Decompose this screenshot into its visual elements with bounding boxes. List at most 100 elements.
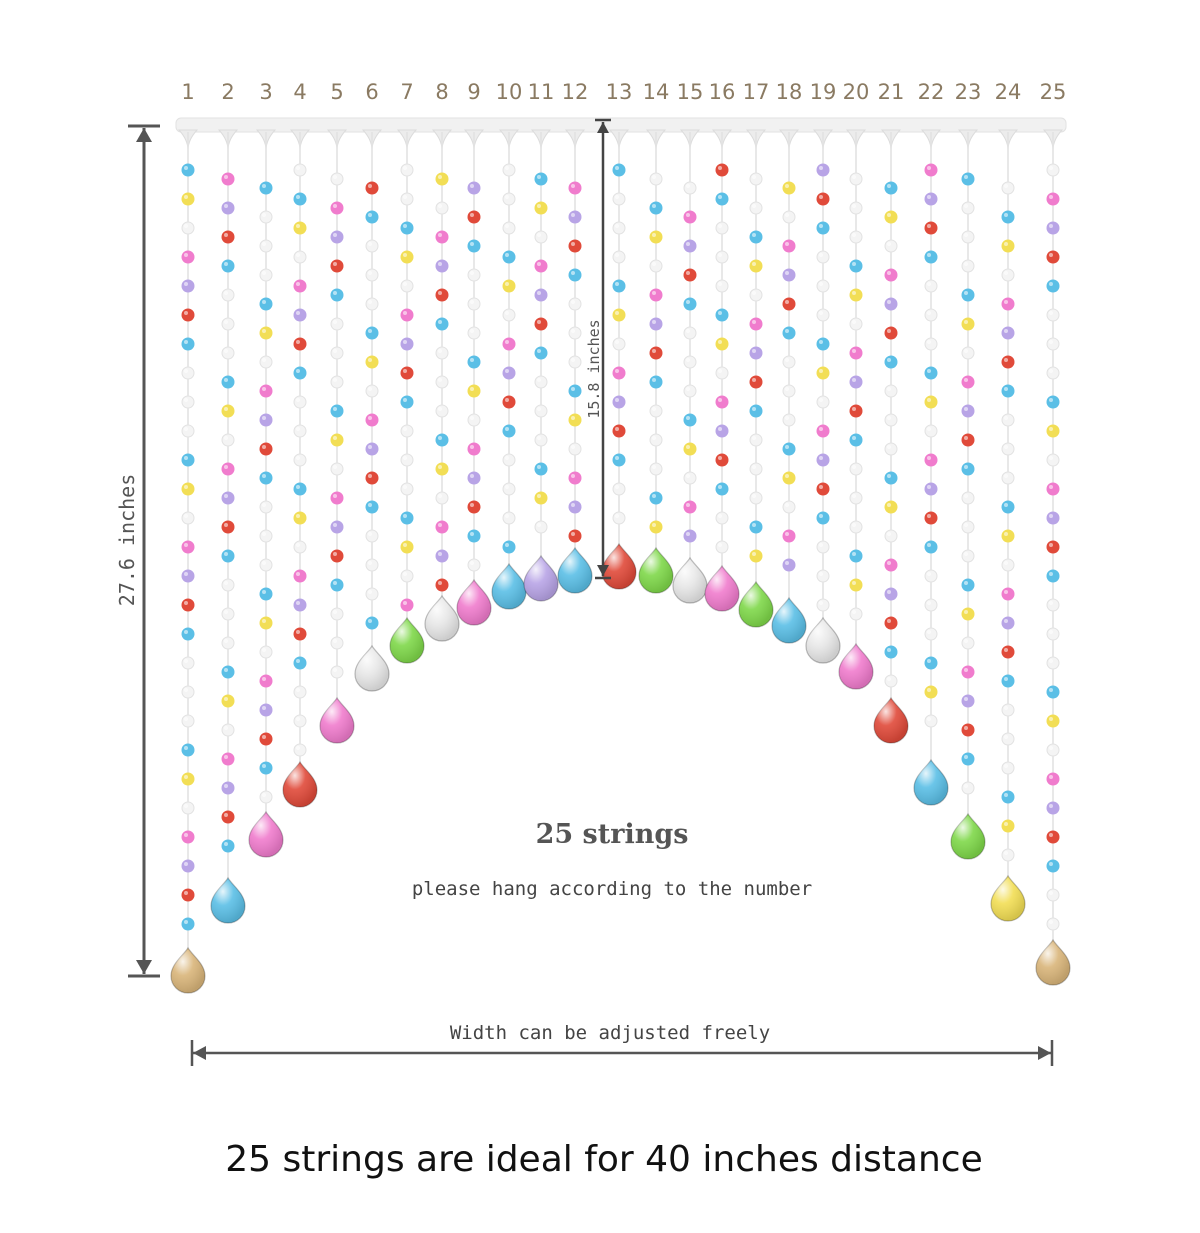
bead bbox=[435, 433, 449, 447]
bead bbox=[400, 482, 414, 496]
bead bbox=[435, 578, 449, 592]
bead bbox=[330, 433, 344, 447]
bead-string-11 bbox=[523, 129, 559, 602]
string-number-row: 1 2 3 4 5 6 7 8 9 10 11 12 13 14 15 16 17 18 19 20 21 22 23 24 2… bbox=[181, 80, 1066, 104]
bead bbox=[330, 172, 344, 186]
bead bbox=[849, 201, 863, 215]
bead bbox=[1046, 540, 1060, 554]
bead bbox=[649, 433, 663, 447]
bead bbox=[924, 598, 938, 612]
bead bbox=[221, 317, 235, 331]
string-number-22: 22 bbox=[918, 80, 945, 104]
bead bbox=[1046, 308, 1060, 322]
bead bbox=[181, 714, 195, 728]
height-label: 27.6 inches bbox=[115, 474, 139, 606]
string-number-23: 23 bbox=[955, 80, 982, 104]
bead bbox=[502, 540, 516, 554]
bead bbox=[683, 181, 697, 195]
bead bbox=[649, 259, 663, 273]
bead bbox=[849, 433, 863, 447]
bead bbox=[221, 259, 235, 273]
bead bbox=[330, 288, 344, 302]
bead bbox=[259, 703, 273, 717]
bead bbox=[649, 230, 663, 244]
bead bbox=[293, 424, 307, 438]
bead bbox=[467, 268, 481, 282]
bead bbox=[749, 491, 763, 505]
bead bbox=[568, 442, 582, 456]
bead bbox=[502, 366, 516, 380]
string-number-16: 16 bbox=[709, 80, 736, 104]
string-number-17: 17 bbox=[743, 80, 770, 104]
bead bbox=[961, 346, 975, 360]
bead bbox=[1001, 761, 1015, 775]
bead bbox=[534, 172, 548, 186]
bead bbox=[816, 395, 830, 409]
bead-string-14 bbox=[638, 129, 674, 594]
bead bbox=[534, 404, 548, 418]
bead bbox=[467, 442, 481, 456]
bead bbox=[568, 210, 582, 224]
bead bbox=[961, 259, 975, 273]
bead bbox=[816, 337, 830, 351]
bead bbox=[649, 404, 663, 418]
bead bbox=[365, 355, 379, 369]
bead bbox=[961, 404, 975, 418]
bead bbox=[330, 404, 344, 418]
bead bbox=[568, 471, 582, 485]
bead bbox=[649, 288, 663, 302]
bead bbox=[1046, 656, 1060, 670]
bead bbox=[961, 462, 975, 476]
bead bbox=[181, 772, 195, 786]
bead bbox=[259, 268, 273, 282]
bead bbox=[849, 317, 863, 331]
bead bbox=[293, 685, 307, 699]
bead bbox=[181, 424, 195, 438]
bead bbox=[961, 433, 975, 447]
bead bbox=[884, 181, 898, 195]
bead bbox=[1001, 819, 1015, 833]
bead bbox=[715, 366, 729, 380]
bead bbox=[782, 181, 796, 195]
bead bbox=[1046, 743, 1060, 757]
bead bbox=[849, 172, 863, 186]
bead bbox=[502, 424, 516, 438]
bead bbox=[924, 308, 938, 322]
bead bbox=[568, 529, 582, 543]
bead bbox=[365, 326, 379, 340]
string-number-6: 6 bbox=[365, 80, 378, 104]
bead bbox=[612, 453, 626, 467]
bead bbox=[293, 482, 307, 496]
bead bbox=[1001, 239, 1015, 253]
bead bbox=[365, 413, 379, 427]
bead bbox=[649, 201, 663, 215]
bead bbox=[181, 395, 195, 409]
bead bbox=[435, 346, 449, 360]
bead bbox=[221, 230, 235, 244]
bead bbox=[961, 578, 975, 592]
bead bbox=[1001, 616, 1015, 630]
bead bbox=[612, 250, 626, 264]
bead bbox=[961, 230, 975, 244]
string-number-2: 2 bbox=[221, 80, 234, 104]
bead bbox=[1001, 500, 1015, 514]
bead bbox=[961, 723, 975, 737]
bead bbox=[782, 471, 796, 485]
bead bbox=[649, 375, 663, 389]
string-number-7: 7 bbox=[400, 80, 413, 104]
bead bbox=[884, 355, 898, 369]
bead bbox=[683, 297, 697, 311]
bead bbox=[816, 366, 830, 380]
bead bbox=[330, 230, 344, 244]
bead bbox=[749, 375, 763, 389]
bead bbox=[612, 279, 626, 293]
bead bbox=[849, 259, 863, 273]
bead bbox=[961, 317, 975, 331]
bead bbox=[884, 616, 898, 630]
bead bbox=[293, 714, 307, 728]
string-number-10: 10 bbox=[496, 80, 523, 104]
bead bbox=[1001, 326, 1015, 340]
bead bbox=[534, 317, 548, 331]
bead bbox=[259, 384, 273, 398]
